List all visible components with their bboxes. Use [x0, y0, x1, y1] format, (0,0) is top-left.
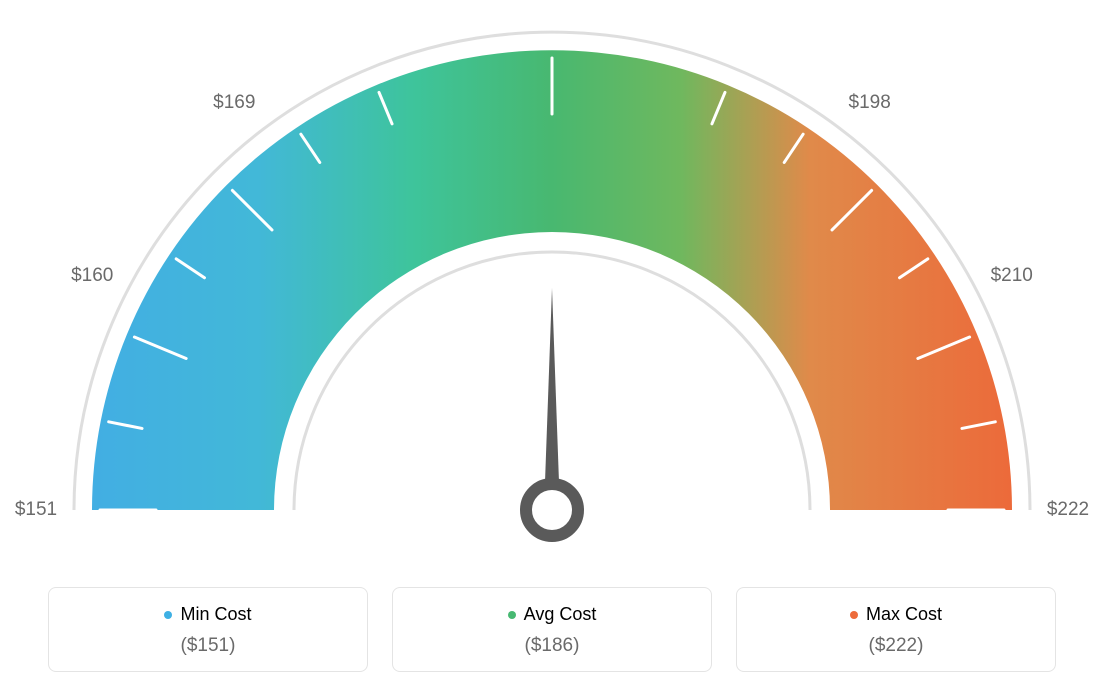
gauge-svg: [0, 0, 1104, 560]
legend-title-min: Min Cost: [164, 604, 251, 625]
legend-label-min: Min Cost: [180, 604, 251, 625]
legend-label-avg: Avg Cost: [524, 604, 597, 625]
legend-card-max: Max Cost ($222): [736, 587, 1056, 672]
legend-dot-avg: [508, 611, 516, 619]
legend-label-max: Max Cost: [866, 604, 942, 625]
legend-title-avg: Avg Cost: [508, 604, 597, 625]
legend-row: Min Cost ($151) Avg Cost ($186) Max Cost…: [0, 587, 1104, 672]
legend-card-avg: Avg Cost ($186): [392, 587, 712, 672]
legend-card-min: Min Cost ($151): [48, 587, 368, 672]
legend-value-min: ($151): [49, 635, 367, 657]
gauge-tick-label: $151: [15, 499, 57, 521]
gauge-tick-label: $210: [991, 265, 1033, 287]
gauge-tick-label: $198: [849, 92, 891, 114]
legend-dot-min: [164, 611, 172, 619]
gauge-tick-label: $222: [1047, 499, 1089, 521]
gauge-tick-label: $186: [531, 0, 573, 5]
legend-value-max: ($222): [737, 635, 1055, 657]
gauge-chart: $151 $160 $169 $186 $198 $210 $222: [0, 0, 1104, 560]
gauge-tick-label: $169: [213, 92, 255, 114]
gauge-tick-label: $160: [71, 265, 113, 287]
legend-dot-max: [850, 611, 858, 619]
legend-value-avg: ($186): [393, 635, 711, 657]
legend-title-max: Max Cost: [850, 604, 942, 625]
